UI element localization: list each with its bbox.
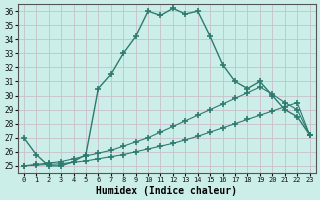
X-axis label: Humidex (Indice chaleur): Humidex (Indice chaleur) — [96, 186, 237, 196]
